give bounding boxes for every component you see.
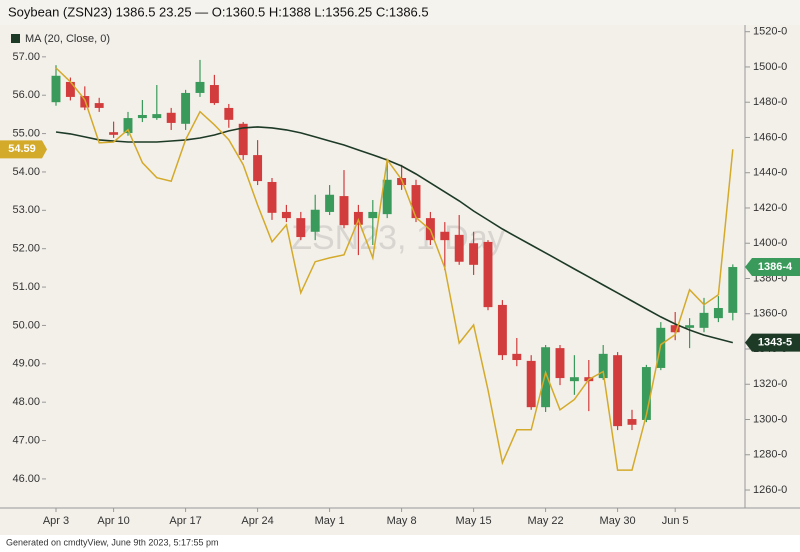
y2-tick-label: 1300-0 (753, 413, 787, 425)
candle-body (339, 196, 349, 226)
last-value-tag (745, 333, 800, 352)
y2-tick-label: 1320-0 (753, 378, 787, 390)
candle-body (94, 103, 104, 108)
candle-body (368, 211, 378, 219)
x-tick-label: May 1 (315, 515, 345, 527)
candle-body (325, 194, 335, 212)
candle-body (526, 360, 536, 408)
footer-bar (0, 535, 800, 552)
candle-body (641, 367, 651, 420)
last-value-label: 54.59 (8, 143, 36, 155)
candle-body (627, 419, 637, 425)
y2-tick-label: 1460-0 (753, 131, 787, 143)
y-tick-label: 56.00 (12, 89, 40, 101)
y2-tick-label: 1260-0 (753, 484, 787, 496)
candle-body (613, 355, 623, 427)
candle-body (382, 179, 392, 215)
last-value-tag (0, 140, 47, 159)
y-tick-label: 52.00 (12, 243, 40, 255)
legend-label: MA (20, Close, 0) (25, 33, 110, 45)
candle-body (310, 209, 320, 232)
candle-body (411, 185, 421, 219)
candle-body (497, 304, 507, 356)
y-tick-label: 53.00 (12, 204, 40, 216)
candle-body (713, 308, 723, 319)
candle-body (281, 211, 291, 219)
y2-tick-label: 1420-0 (753, 202, 787, 214)
x-tick-label: Jun 5 (662, 515, 689, 527)
chart-title: Soybean (ZSN23) 1386.5 23.25 — O:1360.5 … (8, 4, 429, 19)
candle-body (670, 325, 680, 333)
candle-body (109, 132, 119, 135)
series-line (55, 126, 733, 344)
y2-tick-label: 1280-0 (753, 449, 787, 461)
y-tick-label: 47.00 (12, 434, 40, 446)
candle-body (469, 243, 479, 265)
series-line (55, 67, 734, 471)
candle-body (51, 75, 61, 103)
y2-tick-label: 1360-0 (753, 308, 787, 320)
x-tick-label: May 22 (528, 515, 564, 527)
y2-tick-label: 1500-0 (753, 61, 787, 73)
y2-tick-label: 1400-0 (753, 237, 787, 249)
x-tick-label: Apr 17 (169, 515, 201, 527)
x-tick-label: May 15 (456, 515, 492, 527)
y-tick-label: 49.00 (12, 358, 40, 370)
candle-body (123, 118, 133, 134)
y2-tick-label: 1520-0 (753, 26, 787, 38)
x-tick-label: Apr 3 (43, 515, 69, 527)
candle-body (728, 267, 738, 313)
candle-body (253, 155, 263, 182)
y2-tick-label: 1480-0 (753, 96, 787, 108)
candle-body (181, 92, 191, 124)
last-value-label: 1343-5 (758, 337, 792, 349)
y-tick-label: 46.00 (12, 473, 40, 485)
title-bar (0, 0, 800, 25)
candle-body (166, 112, 176, 123)
y-tick-label: 57.00 (12, 51, 40, 63)
candle-body (512, 353, 522, 361)
y-tick-label: 48.00 (12, 396, 40, 408)
candle-body (541, 347, 551, 408)
candle-body (598, 353, 608, 379)
last-value-tag (745, 258, 800, 277)
candle-body (440, 231, 450, 241)
y-tick-label: 51.00 (12, 281, 40, 293)
last-value-label: 1386-4 (758, 261, 793, 273)
candle-body (238, 123, 248, 156)
legend-swatch (11, 34, 20, 43)
candle-body (195, 81, 205, 93)
candle-body (209, 85, 219, 104)
x-tick-label: May 8 (387, 515, 417, 527)
x-tick-label: Apr 10 (97, 515, 129, 527)
candle-body (65, 81, 75, 97)
candle-body (267, 181, 277, 213)
candle-body (152, 114, 162, 119)
x-tick-label: May 30 (600, 515, 636, 527)
candle-body (454, 234, 464, 262)
candle-body (555, 348, 565, 379)
candle-body (699, 312, 709, 328)
y-tick-label: 55.00 (12, 127, 40, 139)
candle-body (685, 325, 695, 328)
candle-body (296, 218, 306, 238)
y-tick-label: 54.00 (12, 166, 40, 178)
x-tick-label: Apr 24 (241, 515, 273, 527)
candle-body (569, 377, 579, 382)
footer: Generated on cmdtyView, June 9th 2023, 5… (6, 537, 218, 547)
candle-body (483, 241, 493, 308)
y2-tick-label: 1440-0 (753, 167, 787, 179)
y-tick-label: 50.00 (12, 319, 40, 331)
candle-body (137, 114, 147, 119)
candle-body (224, 107, 234, 120)
